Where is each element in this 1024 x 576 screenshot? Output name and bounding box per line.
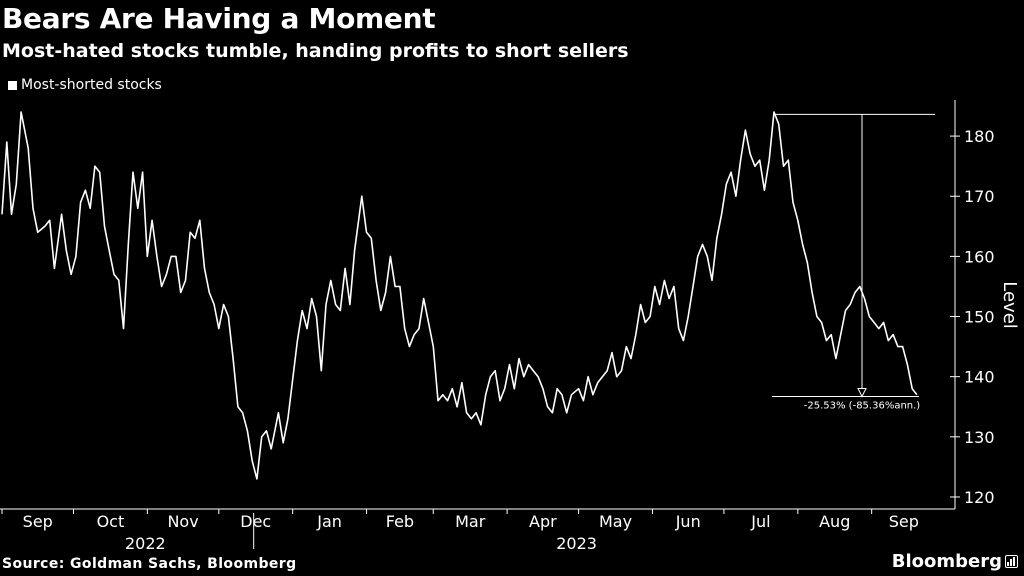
series-group bbox=[1, 111, 918, 480]
source-note: Source: Goldman Sachs, Bloomberg bbox=[2, 556, 297, 572]
x-tick-label: Mar bbox=[455, 512, 486, 531]
x-tick-label: Nov bbox=[167, 512, 198, 531]
annotation-group: -25.53% (-85.36%ann.) bbox=[771, 113, 935, 412]
brand-name: Bloomberg bbox=[891, 551, 1002, 572]
x-year-label: 2023 bbox=[556, 534, 597, 553]
y-tick-label: 120 bbox=[964, 488, 995, 507]
y-tick-label: 150 bbox=[964, 308, 995, 327]
x-tick-label: Jul bbox=[750, 512, 770, 531]
x-tick-label: Jan bbox=[316, 512, 342, 531]
x-tick-label: Oct bbox=[97, 512, 125, 531]
x-tick-label: Dec bbox=[240, 512, 271, 531]
series-line bbox=[1, 111, 918, 480]
x-year-label: 2022 bbox=[125, 534, 166, 553]
legend-swatch bbox=[8, 80, 17, 90]
chart-subtitle: Most-hated stocks tumble, handing profit… bbox=[2, 40, 629, 62]
y-tick-label: 130 bbox=[964, 428, 995, 447]
drawdown-label: -25.53% (-85.36%ann.) bbox=[804, 401, 921, 412]
x-tick-label: Apr bbox=[529, 512, 557, 531]
legend: Most-shorted stocks bbox=[8, 77, 162, 93]
y-axis-title: Level bbox=[999, 281, 1020, 329]
y-tick-label: 140 bbox=[964, 368, 995, 387]
x-tick-label: May bbox=[599, 512, 632, 531]
x-tick-label: Feb bbox=[386, 512, 414, 531]
chart-title: Bears Are Having a Moment bbox=[2, 2, 436, 35]
drawdown-arrow-head bbox=[857, 388, 867, 398]
x-tick-label: Sep bbox=[889, 512, 919, 531]
brand-logo: Bloomberg bbox=[892, 551, 1018, 572]
legend-label: Most-shorted stocks bbox=[21, 77, 162, 93]
x-tick-label: Sep bbox=[23, 512, 53, 531]
y-tick-label: 170 bbox=[964, 187, 995, 206]
bar-chart-icon bbox=[1005, 555, 1018, 568]
y-tick-label: 160 bbox=[964, 247, 995, 266]
y-tick-label: 180 bbox=[964, 127, 995, 146]
x-tick-label: Aug bbox=[819, 512, 850, 531]
x-tick-label: Jun bbox=[675, 512, 701, 531]
axis-group: 120 130 140 150 160 170 180 Level Sep Oct Nov Dec Ja… bbox=[0, 100, 1020, 553]
